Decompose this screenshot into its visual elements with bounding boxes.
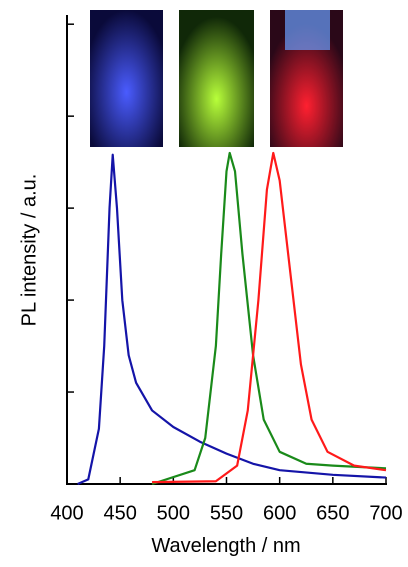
spectrum-line [77, 153, 387, 486]
x-tick-label: 400 [50, 502, 83, 524]
photo-blue [90, 10, 163, 147]
photo-green [179, 10, 254, 147]
vial-photos [90, 10, 343, 147]
photo-cap [285, 10, 330, 50]
spectrum-line [152, 151, 387, 484]
x-axis-label: Wavelength / nm [151, 535, 300, 557]
x-tick-label: 700 [369, 502, 402, 524]
x-tick-label: 650 [316, 502, 349, 524]
y-axis-label: PL intensity / a.u. [18, 174, 40, 327]
x-tick-label: 500 [157, 502, 190, 524]
x-tick-label: 600 [263, 502, 296, 524]
spectrum-line [151, 151, 387, 486]
x-tick-label: 550 [210, 502, 243, 524]
x-tick-label: 450 [103, 502, 136, 524]
